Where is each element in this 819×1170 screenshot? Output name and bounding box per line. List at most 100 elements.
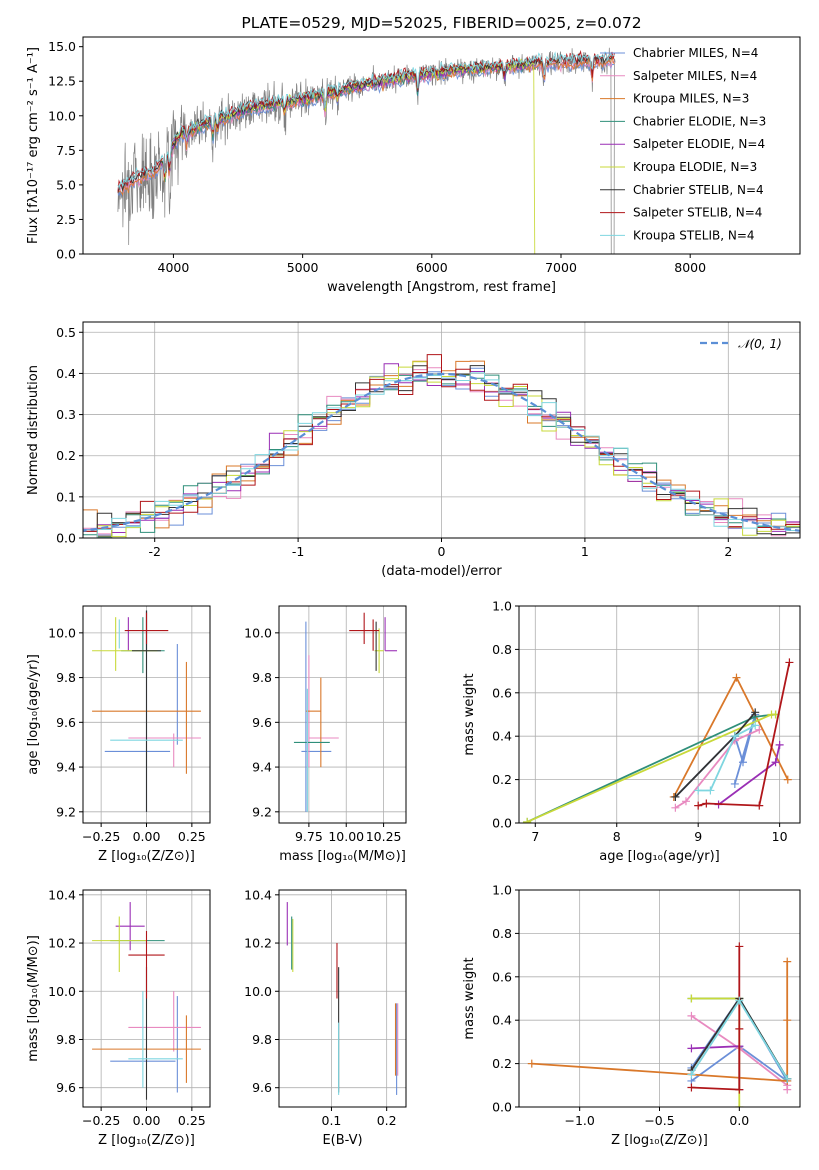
data-point-marker — [783, 957, 792, 966]
grid-and-ticks: 9.75 10.00 10.25 9.2 9.4 9.6 9.8 10.0 — [244, 606, 406, 844]
y-axis-label: mass [log₁₀(M/M⊙)] — [26, 935, 41, 1062]
y-axis-label: mass weight — [462, 673, 477, 755]
weight-series — [687, 942, 744, 1094]
y-tick-label: 2.5 — [56, 212, 76, 227]
weight-series — [687, 996, 792, 1083]
plot-area — [92, 610, 201, 812]
panel-spectrum: 4000 5000 6000 7000 8000 0.0 2.5 5.0 7.5 10.0 12.5… — [26, 14, 801, 295]
data-point-marker — [735, 1024, 744, 1033]
axes-frame — [82, 889, 211, 1108]
data-point-marker — [775, 740, 784, 749]
grid-and-ticks: −0.25 0.00 0.25 9.6 9.8 10.0 10.2 10.4 — [48, 887, 210, 1128]
data-point-marker — [687, 994, 696, 1003]
x-tick-label: 0.00 — [133, 1113, 161, 1128]
axes-frame — [82, 605, 211, 824]
data-point-marker — [732, 673, 741, 682]
errorbar-point — [124, 612, 169, 645]
data-point-marker — [771, 758, 780, 767]
grid-and-ticks: −1.0 −0.5 0.0 0.0 0.2 0.4 0.6 0.8 1.0 — [492, 883, 800, 1128]
axes-frame — [278, 605, 407, 824]
y-tick-label: 0.3 — [56, 407, 76, 422]
axes-frame — [82, 321, 801, 539]
errorbar-point — [115, 902, 145, 951]
data-point-marker — [694, 801, 703, 810]
y-tick-label: 10.0 — [244, 984, 272, 999]
axes-frame — [518, 889, 801, 1108]
x-tick-label: −0.25 — [82, 829, 120, 844]
panel-weight_vs_Z: −1.0 −0.5 0.0 0.0 0.2 0.4 0.6 0.8 1.0 Z [log₁₀(Z/… — [462, 883, 801, 1148]
model-spectrum-series — [117, 58, 615, 194]
y-tick-label: 9.4 — [252, 760, 272, 775]
x-tick-label: 9 — [694, 829, 702, 844]
y-tick-label: 1.0 — [492, 883, 512, 898]
y-axis-label: age [log₁₀(age/yr)] — [26, 654, 41, 775]
data-point-marker — [527, 1059, 536, 1068]
x-tick-label: 6000 — [416, 260, 448, 275]
errorbar-point — [121, 617, 165, 674]
x-axis-label: (data-model)/error — [381, 564, 502, 579]
y-tick-label: 10.4 — [244, 887, 272, 902]
plot-area — [92, 902, 201, 1100]
legend-entry: Chabrier MILES, N=4 — [633, 46, 758, 60]
y-tick-label: 10.2 — [244, 936, 272, 951]
series-line — [698, 724, 756, 792]
y-tick-label: 0.0 — [492, 1100, 512, 1115]
grid-and-ticks: -2 -1 0 1 2 0.0 0.1 0.2 0.3 0.4 0.5 — [56, 322, 800, 559]
x-tick-label: 0.2 — [377, 1113, 397, 1128]
gaussian-curve — [83, 372, 800, 532]
data-point-marker — [751, 721, 760, 730]
data-point-marker — [735, 996, 744, 1005]
y-tick-label: 10.0 — [48, 984, 76, 999]
y-tick-label: 9.6 — [56, 715, 76, 730]
x-axis-label: wavelength [Angstrom, rest frame] — [327, 280, 556, 295]
legend-entry: 𝒩(0, 1) — [738, 337, 782, 351]
y-tick-label: 0.8 — [492, 642, 512, 657]
x-tick-label: -1 — [292, 544, 304, 559]
y-tick-label: 9.8 — [252, 670, 272, 685]
y-tick-label: 10.0 — [48, 625, 76, 640]
y-tick-label: 0.6 — [492, 685, 512, 700]
y-tick-label: 15.0 — [48, 39, 76, 54]
plot-area — [523, 658, 794, 823]
legend-entry: Kroupa ELODIE, N=3 — [633, 160, 757, 174]
grid-and-ticks: 0.1 0.2 9.6 9.8 10.0 10.2 10.4 — [244, 887, 406, 1128]
data-point-marker — [706, 786, 715, 795]
x-tick-label: 1 — [581, 544, 589, 559]
x-tick-label: 0.25 — [178, 1113, 206, 1128]
residual-histogram-series — [83, 372, 800, 538]
plot-area — [117, 47, 616, 254]
x-axis-label: age [log₁₀(age/yr)] — [599, 849, 720, 864]
weight-series — [671, 708, 760, 801]
data-point-marker — [730, 732, 739, 741]
x-tick-label: 0.25 — [178, 829, 206, 844]
legend-entry: Chabrier STELIB, N=4 — [633, 183, 764, 197]
data-point-marker — [702, 799, 711, 808]
x-tick-label: 10.25 — [366, 829, 402, 844]
plot-area — [527, 942, 792, 1107]
errorbar-point — [92, 916, 147, 972]
x-tick-label: 0.0 — [729, 1113, 749, 1128]
y-tick-label: 0.0 — [492, 816, 512, 831]
y-tick-label: 0.8 — [492, 926, 512, 941]
errorbar-point — [349, 612, 380, 645]
series-line — [526, 713, 776, 823]
legend: Chabrier MILES, N=4 Salpeter MILES, N=4 Kr… — [600, 46, 766, 242]
legend-entry: Salpeter MILES, N=4 — [633, 69, 757, 83]
y-tick-label: 9.2 — [56, 804, 76, 819]
data-point-marker — [671, 803, 680, 812]
data-point-marker — [738, 758, 747, 767]
x-tick-label: 8000 — [674, 260, 706, 275]
series-line — [531, 961, 789, 1082]
data-point-marker — [751, 708, 760, 717]
y-tick-label: 0.1 — [56, 489, 76, 504]
y-tick-label: 9.8 — [56, 670, 76, 685]
series-line — [691, 997, 741, 1107]
panel-mass_vs_Z: −0.25 0.00 0.25 9.6 9.8 10.0 10.2 10.4 Z [log₁₀(… — [26, 887, 211, 1148]
data-point-marker — [687, 1083, 696, 1092]
data-point-marker — [687, 1011, 696, 1020]
x-tick-label: 10.00 — [328, 829, 364, 844]
data-point-marker — [783, 1074, 792, 1083]
y-tick-label: 9.4 — [56, 760, 76, 775]
y-tick-label: 7.5 — [56, 143, 76, 158]
